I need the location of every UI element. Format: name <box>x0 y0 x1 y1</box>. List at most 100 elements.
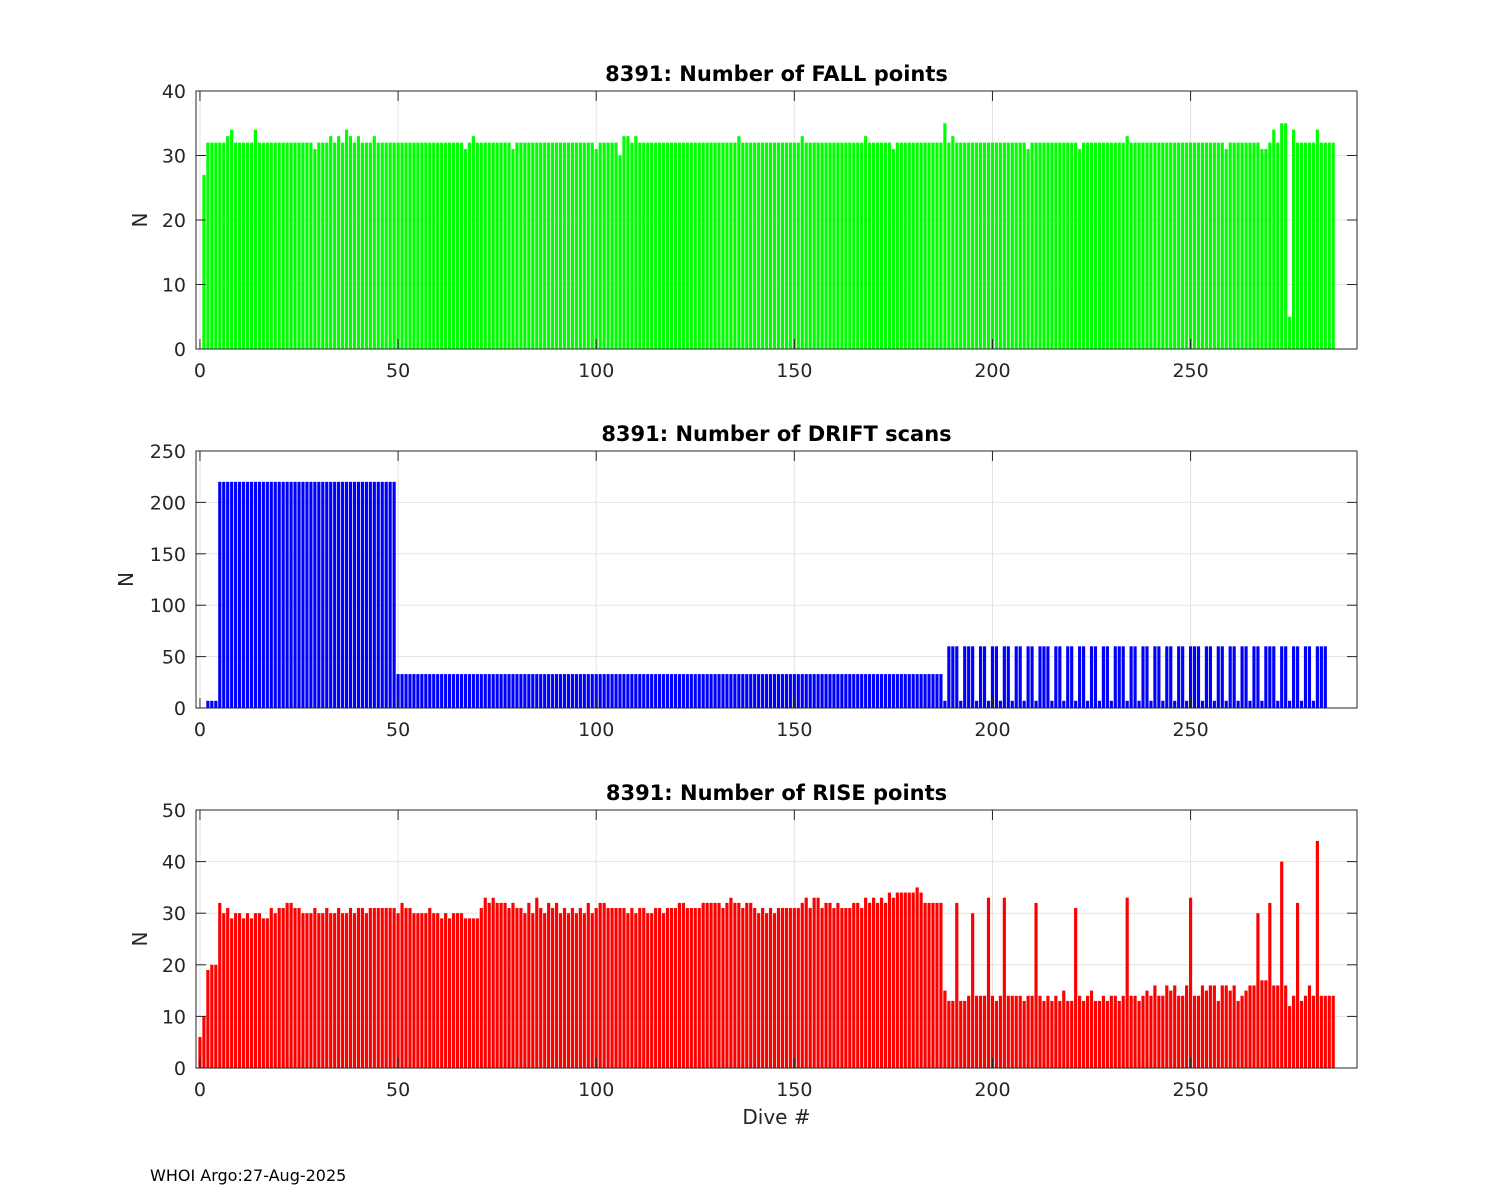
fall-bar <box>1295 142 1300 349</box>
rise-bar <box>725 902 729 1068</box>
rise-bar <box>1252 985 1256 1068</box>
drift-bar <box>562 674 567 708</box>
fall-bar <box>618 155 622 349</box>
drift-bar <box>757 674 761 708</box>
drift-bar <box>313 481 317 708</box>
fall-bar <box>440 142 444 349</box>
fall-bar <box>515 142 519 349</box>
drift-bar <box>1173 700 1177 708</box>
drift-bar <box>1200 700 1205 708</box>
rise-bar <box>360 908 365 1068</box>
fall-bar <box>1066 142 1070 349</box>
fall-bar <box>911 142 915 349</box>
rise-bar <box>1315 840 1319 1068</box>
drift-bar <box>1018 646 1022 708</box>
drift-bar <box>820 674 824 708</box>
rise-bar <box>531 913 535 1068</box>
drift-bar <box>745 674 749 708</box>
rise-bar <box>943 990 947 1068</box>
fall-bar <box>939 142 943 349</box>
drift-bar <box>975 700 979 708</box>
drift-bar <box>297 481 301 708</box>
fall-bar <box>776 142 781 349</box>
fall-bar <box>1085 142 1090 349</box>
fall-bar <box>753 142 757 349</box>
drift-bar <box>436 674 440 708</box>
rise-bar <box>245 913 250 1068</box>
fall-bar <box>697 142 701 349</box>
drift-bar <box>515 674 519 708</box>
rise-bar <box>765 913 769 1068</box>
rise-bar <box>313 908 317 1068</box>
fall-bar <box>1125 136 1129 349</box>
fall-bar <box>824 142 828 349</box>
fall-bar <box>661 142 666 349</box>
rise-bar <box>717 902 721 1068</box>
rise-bar <box>737 902 741 1068</box>
rise-bar <box>911 892 915 1068</box>
rise-bar <box>226 908 230 1068</box>
drift-y-tick-label: 100 <box>150 595 186 617</box>
drift-bar <box>646 674 650 708</box>
rise-bar <box>1303 995 1308 1068</box>
rise-bar <box>1295 902 1300 1068</box>
rise-bar <box>380 908 384 1068</box>
fall-bar <box>598 142 602 349</box>
fall-bar <box>1054 142 1058 349</box>
drift-bar <box>1070 646 1074 708</box>
rise-bar <box>257 913 261 1068</box>
drift-bar <box>356 481 361 708</box>
drift-bar <box>693 674 697 708</box>
rise-bar <box>1272 985 1276 1068</box>
drift-bar <box>836 674 840 708</box>
rise-bar <box>463 918 468 1068</box>
rise-bar <box>1042 1000 1046 1068</box>
drift-bar <box>1216 646 1220 708</box>
rise-bar <box>1208 985 1212 1068</box>
rise-panel: 0 50 100 150 200 250 0 10 20 30 40 50 8391: Number o… <box>128 781 1358 1129</box>
drift-bar <box>1034 700 1038 708</box>
drift-bar <box>1165 646 1169 708</box>
fall-bar <box>1137 142 1141 349</box>
fall-bar <box>475 142 479 349</box>
fall-bar <box>650 142 654 349</box>
drift-bar <box>709 674 713 708</box>
rise-bar <box>638 908 642 1068</box>
fall-bar <box>816 142 820 349</box>
rise-bar <box>1248 985 1252 1068</box>
drift-bar <box>206 700 210 708</box>
fall-bar <box>1240 142 1244 349</box>
rise-bar <box>234 913 238 1068</box>
drift-bar <box>753 674 757 708</box>
rise-bar <box>721 908 725 1068</box>
fall-bar <box>951 136 955 349</box>
drift-bar <box>507 674 511 708</box>
fall-bar <box>1331 142 1335 349</box>
fall-bar <box>828 142 832 349</box>
rise-bar <box>903 892 907 1068</box>
fall-panel: 0 50 100 150 200 250 0 10 20 30 40 8391: Number of … <box>128 62 1358 382</box>
fall-bar <box>741 142 745 349</box>
drift-bar <box>555 674 559 708</box>
drift-bar <box>1284 646 1288 708</box>
drift-bar <box>1288 700 1292 708</box>
rise-bar <box>384 908 388 1068</box>
rise-bar <box>392 908 396 1068</box>
drift-bar <box>844 674 848 708</box>
fall-bar <box>467 142 471 349</box>
fall-bar <box>428 142 432 349</box>
drift-bar <box>923 674 927 708</box>
drift-bar <box>451 674 456 708</box>
fall-bar <box>408 142 412 349</box>
fall-bar <box>459 142 464 349</box>
rise-bar <box>959 1000 963 1068</box>
rise-bar <box>875 902 880 1068</box>
rise-bar <box>404 908 408 1068</box>
rise-bar <box>654 908 658 1068</box>
fall-bar <box>931 142 935 349</box>
rise-bar <box>1169 990 1173 1068</box>
rise-bar <box>1085 995 1090 1068</box>
rise-bar <box>1062 990 1066 1068</box>
fall-x-tick-label: 0 <box>194 360 206 382</box>
drift-bar <box>697 674 701 708</box>
